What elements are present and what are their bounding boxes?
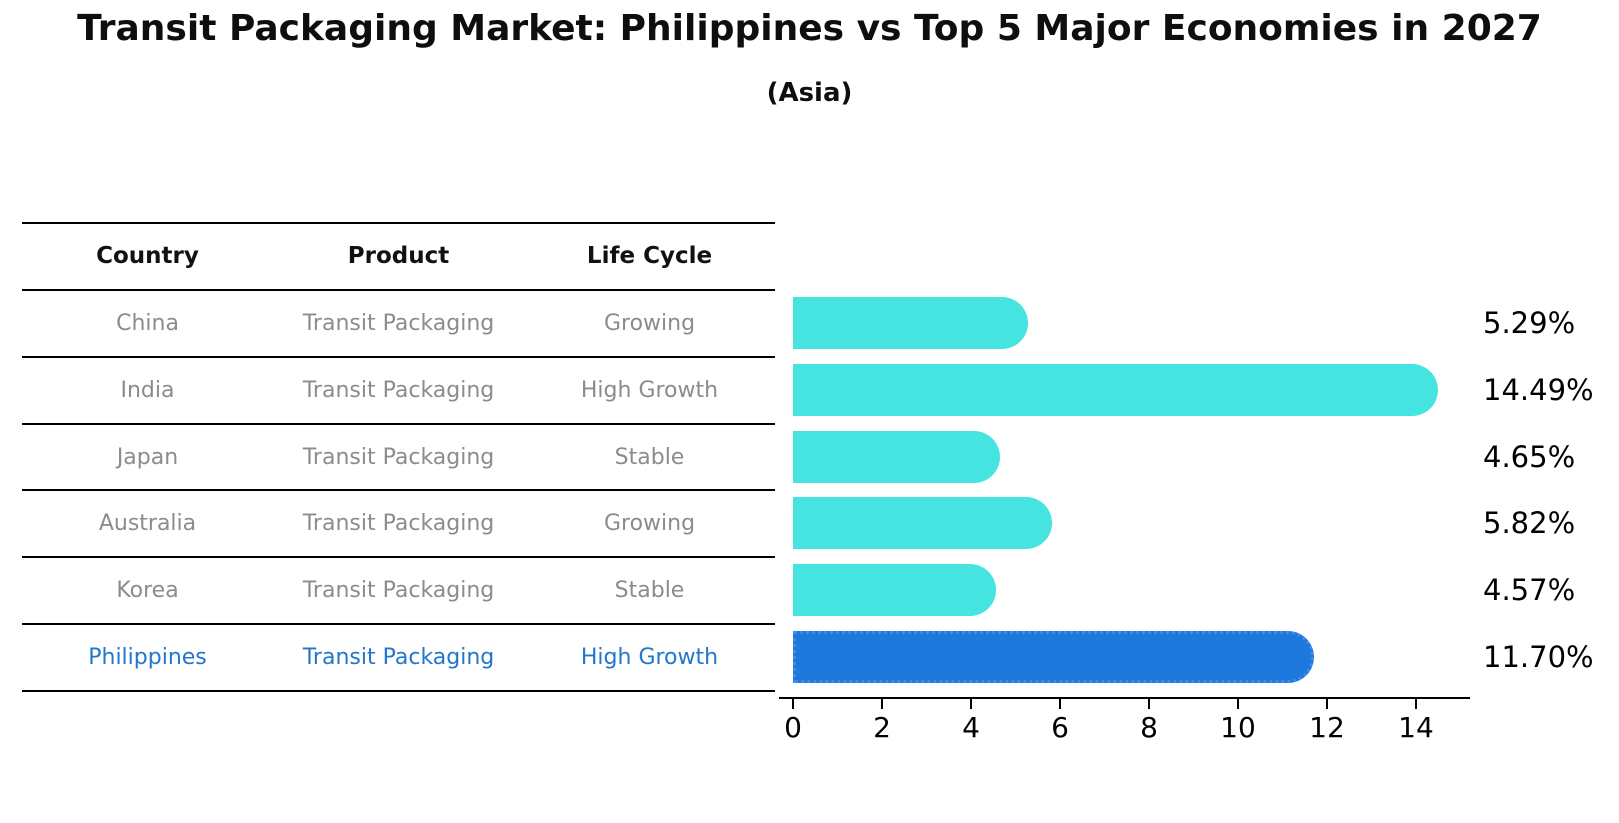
bar-korea: [793, 564, 997, 617]
table-body: China Transit Packaging Growing India Transi…: [22, 291, 775, 693]
x-axis-tick-label: 8: [1140, 711, 1158, 744]
table-cell-country: Korea: [116, 578, 179, 604]
value-label: 5.82%: [1483, 506, 1576, 541]
table-row: Japan Transit Packaging Stable: [22, 425, 775, 492]
x-axis-tick: [970, 699, 972, 709]
bar-japan: [793, 430, 1000, 483]
table-cell-life-cycle: Growing: [603, 310, 696, 336]
table-cell-life-cycle: High Growth: [580, 645, 719, 671]
table-cell-life-cycle: Stable: [614, 444, 685, 470]
bar-australia: [793, 497, 1052, 550]
x-axis-line: [779, 697, 1470, 699]
table-header-cell: Product: [347, 243, 450, 270]
x-axis-tick: [881, 699, 883, 709]
value-label: 4.57%: [1483, 573, 1576, 608]
table-cell-country: Philippines: [88, 645, 207, 671]
x-axis-tick: [792, 699, 794, 709]
table-row: Philippines Transit Packaging High Growth: [22, 625, 775, 693]
table-cell-country: Japan: [116, 444, 179, 470]
table-cell-life-cycle: High Growth: [580, 377, 719, 403]
chart-title: Transit Packaging Market: Philippines vs…: [77, 8, 1542, 49]
table-row: India Transit Packaging High Growth: [22, 358, 775, 425]
table-cell-product: Transit Packaging: [302, 645, 495, 671]
x-axis-tick-label: 10: [1220, 711, 1256, 744]
x-axis-tick-label: 6: [1051, 711, 1069, 744]
value-label: 5.29%: [1483, 305, 1576, 340]
x-axis-tick: [1415, 699, 1417, 709]
x-axis-tick-label: 2: [873, 711, 891, 744]
table-cell-product: Transit Packaging: [302, 377, 495, 403]
bar-china: [793, 296, 1029, 349]
value-label: 11.70%: [1483, 640, 1594, 675]
table-cell-country: Australia: [98, 511, 197, 537]
bar-india: [793, 363, 1438, 416]
table-cell-product: Transit Packaging: [302, 511, 495, 537]
x-axis-tick: [1059, 699, 1061, 709]
value-label: 4.65%: [1483, 439, 1576, 474]
table-cell-life-cycle: Growing: [603, 511, 696, 537]
table-cell-life-cycle: Stable: [614, 578, 685, 604]
table-cell-country: China: [116, 310, 179, 336]
x-axis-tick-label: 12: [1309, 711, 1345, 744]
x-axis-tick-label: 4: [962, 711, 980, 744]
table-row: China Transit Packaging Growing: [22, 291, 775, 358]
table-cell-product: Transit Packaging: [302, 444, 495, 470]
x-axis-tick: [1148, 699, 1150, 709]
x-axis-tick: [1326, 699, 1328, 709]
x-axis-tick-label: 0: [784, 711, 802, 744]
table-row: Australia Transit Packaging Growing: [22, 491, 775, 559]
bar-philippines: [793, 631, 1314, 684]
value-label: 14.49%: [1483, 372, 1594, 407]
table-cell-product: Transit Packaging: [302, 578, 495, 604]
chart-subtitle: (Asia): [766, 78, 853, 108]
table-header-row: Country Product Life Cycle: [22, 224, 775, 291]
country-table: Country Product Life Cycle China Transit Pa…: [22, 222, 775, 693]
table-row: Korea Transit Packaging Stable: [22, 558, 775, 626]
x-axis-tick-label: 14: [1398, 711, 1434, 744]
table-cell-country: India: [120, 377, 175, 403]
table-header-cell: Life Cycle: [586, 243, 713, 270]
table-cell-product: Transit Packaging: [302, 310, 495, 336]
x-axis-tick: [1237, 699, 1239, 709]
table-header-cell: Country: [96, 243, 199, 270]
